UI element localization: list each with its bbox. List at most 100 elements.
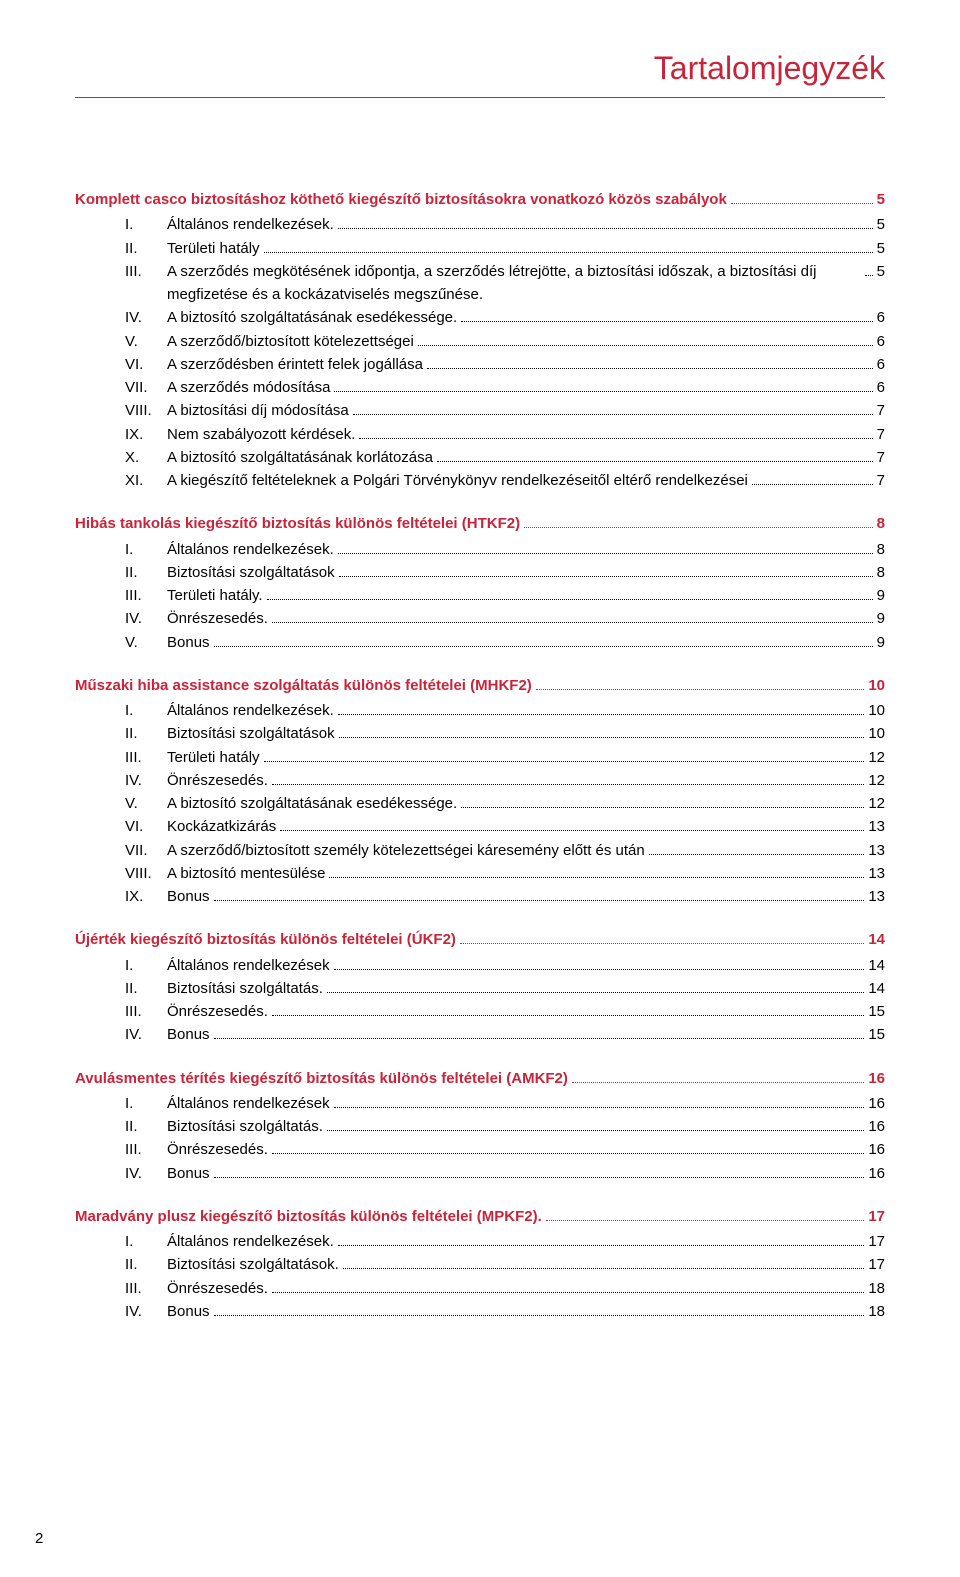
toc-entry-page: 15 [868, 1023, 885, 1046]
toc-leader-dots [437, 461, 873, 462]
toc-entry-text: Bonus [167, 631, 210, 654]
toc-entry-number: II. [125, 977, 167, 1000]
toc-heading-page: 5 [877, 188, 885, 211]
toc-leader-dots [572, 1082, 864, 1083]
toc-entry-number: VIII. [125, 399, 167, 422]
toc-entry-page: 12 [868, 746, 885, 769]
toc-section-heading: Újérték kiegészítő biztosítás különös fe… [75, 928, 885, 951]
toc-entry-page: 16 [868, 1138, 885, 1161]
toc-entry-number: IV. [125, 1023, 167, 1046]
toc-entry-number: IV. [125, 1300, 167, 1323]
toc-entry: II.Területi hatály5 [75, 237, 885, 260]
toc-leader-dots [214, 1038, 865, 1039]
toc-entry-text: Bonus [167, 1300, 210, 1323]
toc-leader-dots [214, 1177, 865, 1178]
toc-entry: II.Biztosítási szolgáltatások10 [75, 722, 885, 745]
toc-entry: II.Biztosítási szolgáltatások.17 [75, 1253, 885, 1276]
toc-entry-text: A biztosító mentesülése [167, 862, 325, 885]
toc-entry-number: VIII. [125, 862, 167, 885]
toc-entry-text: A szerződő/biztosított személy kötelezet… [167, 839, 645, 862]
toc-entry-text: Általános rendelkezések [167, 954, 330, 977]
toc-entry-number: IV. [125, 306, 167, 329]
toc-entry-number: V. [125, 330, 167, 353]
toc-leader-dots [334, 391, 872, 392]
toc-entry-number: I. [125, 1092, 167, 1115]
toc-entry-page: 17 [868, 1253, 885, 1276]
toc-entry: II.Biztosítási szolgáltatások8 [75, 561, 885, 584]
toc-entry-text: A biztosító szolgáltatásának korlátozása [167, 446, 433, 469]
toc-leader-dots [272, 1153, 864, 1154]
toc-section-heading: Maradvány plusz kiegészítő biztosítás kü… [75, 1205, 885, 1228]
toc-entry: I.Általános rendelkezések.17 [75, 1230, 885, 1253]
toc-entry-number: II. [125, 1115, 167, 1138]
toc-entry-page: 14 [868, 954, 885, 977]
toc-leader-dots [329, 877, 864, 878]
toc-entry: IV.A biztosító szolgáltatásának esedékes… [75, 306, 885, 329]
toc-root: Komplett casco biztosításhoz köthető kie… [75, 188, 885, 1323]
toc-entry: IV.Bonus16 [75, 1162, 885, 1185]
toc-entry-page: 7 [877, 399, 885, 422]
toc-entry-text: Általános rendelkezések. [167, 538, 334, 561]
toc-entry: I.Általános rendelkezések 14 [75, 954, 885, 977]
toc-entry-number: I. [125, 538, 167, 561]
toc-entry: XI.A kiegészítő feltételeknek a Polgári … [75, 469, 885, 492]
toc-leader-dots [214, 646, 873, 647]
toc-entry-page: 7 [877, 423, 885, 446]
toc-entry-number: III. [125, 1138, 167, 1161]
toc-entry-number: VII. [125, 839, 167, 862]
toc-leader-dots [427, 368, 873, 369]
toc-entry: I.Általános rendelkezések. 8 [75, 538, 885, 561]
toc-entry-text: Általános rendelkezések. [167, 213, 334, 236]
toc-entry-text: Bonus [167, 1023, 210, 1046]
toc-entry: IV.Bonus18 [75, 1300, 885, 1323]
toc-entry: IV.Bonus 15 [75, 1023, 885, 1046]
toc-entry-page: 16 [868, 1162, 885, 1185]
toc-entry-number: IX. [125, 885, 167, 908]
toc-heading-page: 14 [868, 928, 885, 951]
toc-heading-text: Komplett casco biztosításhoz köthető kie… [75, 188, 727, 211]
toc-entry-page: 12 [868, 769, 885, 792]
toc-entry-text: Kockázatkizárás [167, 815, 276, 838]
toc-heading-text: Maradvány plusz kiegészítő biztosítás kü… [75, 1205, 542, 1228]
toc-entry-page: 6 [877, 330, 885, 353]
toc-leader-dots [353, 414, 873, 415]
toc-entry: III.Önrészesedés.16 [75, 1138, 885, 1161]
toc-entry: VIII.A biztosítási díj módosítása7 [75, 399, 885, 422]
toc-leader-dots [264, 761, 865, 762]
toc-entry-page: 15 [868, 1000, 885, 1023]
page: Tartalomjegyzék Komplett casco biztosítá… [0, 0, 960, 1577]
toc-entry: VIII.A biztosító mentesülése13 [75, 862, 885, 885]
toc-entry-text: Általános rendelkezések. [167, 699, 334, 722]
toc-entry-number: I. [125, 954, 167, 977]
toc-entry-text: Biztosítási szolgáltatások [167, 722, 335, 745]
toc-heading-text: Avulásmentes térítés kiegészítő biztosít… [75, 1067, 568, 1090]
page-number: 2 [35, 1530, 43, 1547]
toc-leader-dots [339, 576, 873, 577]
toc-entry-page: 8 [877, 538, 885, 561]
toc-heading-page: 16 [868, 1067, 885, 1090]
toc-entry: IV.Önrészesedés.9 [75, 607, 885, 630]
toc-heading-text: Műszaki hiba assistance szolgáltatás kül… [75, 674, 532, 697]
toc-heading-page: 17 [868, 1205, 885, 1228]
toc-entry: III.A szerződés megkötésének időpontja, … [75, 260, 885, 307]
toc-entry-page: 14 [868, 977, 885, 1000]
toc-leader-dots [865, 275, 873, 276]
toc-section-heading: Avulásmentes térítés kiegészítő biztosít… [75, 1067, 885, 1090]
toc-leader-dots [461, 807, 864, 808]
toc-leader-dots [546, 1220, 865, 1221]
toc-leader-dots [272, 784, 864, 785]
toc-entry-number: V. [125, 792, 167, 815]
toc-leader-dots [327, 1130, 864, 1131]
toc-entry-page: 9 [877, 607, 885, 630]
toc-entry-page: 9 [877, 584, 885, 607]
toc-entry: III.Területi hatály.9 [75, 584, 885, 607]
toc-entry-page: 16 [868, 1092, 885, 1115]
toc-leader-dots [418, 345, 873, 346]
page-title: Tartalomjegyzék [75, 50, 885, 87]
toc-entry-text: A szerződő/biztosított kötelezettségei [167, 330, 414, 353]
toc-entry-text: A kiegészítő feltételeknek a Polgári Tör… [167, 469, 748, 492]
toc-entry-text: A biztosító szolgáltatásának esedékesség… [167, 306, 457, 329]
toc-section-heading: Műszaki hiba assistance szolgáltatás kül… [75, 674, 885, 697]
toc-entry-page: 7 [877, 469, 885, 492]
toc-heading-text: Újérték kiegészítő biztosítás különös fe… [75, 928, 456, 951]
